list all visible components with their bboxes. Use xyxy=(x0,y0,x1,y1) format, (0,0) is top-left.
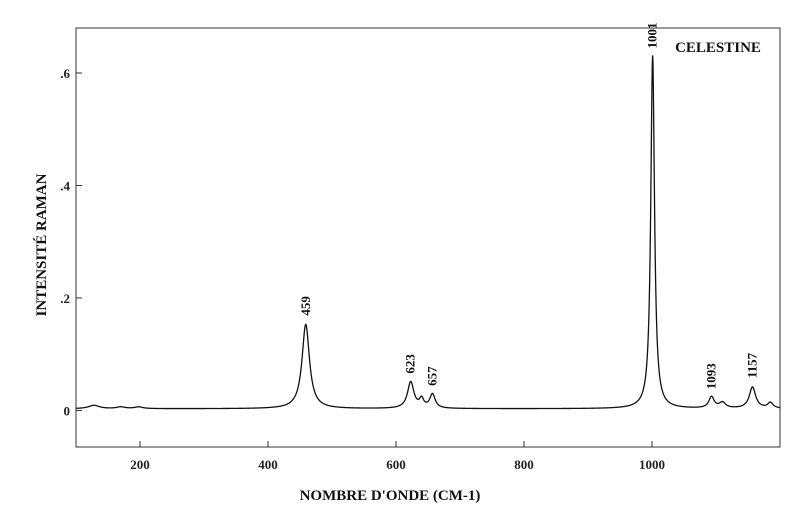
x-axis-title: NOMBRE D'ONDE (CM-1) xyxy=(300,488,481,504)
x-tick-label: 600 xyxy=(386,457,406,472)
spectrum-line xyxy=(75,55,781,410)
x-tick-label: 800 xyxy=(514,457,534,472)
peak-label: 459 xyxy=(298,296,313,316)
y-tick-label: .2 xyxy=(60,291,70,306)
peak-label: 623 xyxy=(403,354,418,374)
y-axis-title: INTENSITÉ RAMAN xyxy=(33,173,50,316)
x-tick-label: 400 xyxy=(258,457,278,472)
y-tick-label: .4 xyxy=(60,178,70,193)
y-tick-label: .6 xyxy=(60,66,70,81)
peak-labels: 459 623 657 1001 1093 1157 xyxy=(298,23,760,390)
x-tick-label: 200 xyxy=(130,457,150,472)
chart-title: CELESTINE xyxy=(675,40,761,56)
y-tick-label: 0 xyxy=(64,403,71,418)
plot-frame xyxy=(75,27,781,448)
peak-label: 1157 xyxy=(745,352,760,378)
peak-label: 1093 xyxy=(704,363,719,390)
y-axis-ticks: 0 .2 .4 .6 xyxy=(60,66,82,418)
peak-label: 657 xyxy=(425,366,440,386)
x-axis-ticks: 200 400 600 800 1000 xyxy=(130,441,665,472)
peak-label: 1001 xyxy=(645,23,660,49)
x-tick-label: 1000 xyxy=(639,457,665,472)
